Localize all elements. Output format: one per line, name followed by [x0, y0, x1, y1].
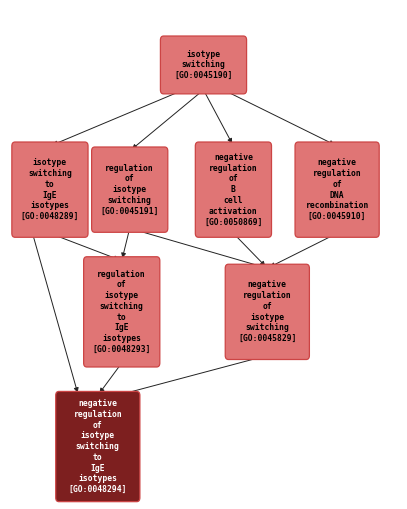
FancyBboxPatch shape — [56, 391, 140, 502]
Text: isotype
switching
to
IgE
isotypes
[GO:0048289]: isotype switching to IgE isotypes [GO:00… — [21, 158, 79, 221]
FancyBboxPatch shape — [84, 257, 160, 367]
Text: regulation
of
isotype
switching
[GO:0045191]: regulation of isotype switching [GO:0045… — [101, 164, 159, 216]
Text: negative
regulation
of
DNA
recombination
[GO:0045910]: negative regulation of DNA recombination… — [305, 158, 369, 221]
Text: isotype
switching
[GO:0045190]: isotype switching [GO:0045190] — [174, 50, 233, 80]
Text: regulation
of
isotype
switching
to
IgE
isotypes
[GO:0048293]: regulation of isotype switching to IgE i… — [92, 270, 151, 354]
Text: negative
regulation
of
isotype
switching
[GO:0045829]: negative regulation of isotype switching… — [238, 280, 297, 343]
FancyBboxPatch shape — [12, 142, 88, 237]
FancyBboxPatch shape — [295, 142, 379, 237]
FancyBboxPatch shape — [92, 147, 168, 232]
FancyBboxPatch shape — [195, 142, 271, 237]
FancyBboxPatch shape — [225, 264, 309, 359]
Text: negative
regulation
of
B
cell
activation
[GO:0050869]: negative regulation of B cell activation… — [204, 153, 263, 227]
Text: negative
regulation
of
isotype
switching
to
IgE
isotypes
[GO:0048294]: negative regulation of isotype switching… — [68, 399, 127, 494]
FancyBboxPatch shape — [160, 36, 247, 94]
